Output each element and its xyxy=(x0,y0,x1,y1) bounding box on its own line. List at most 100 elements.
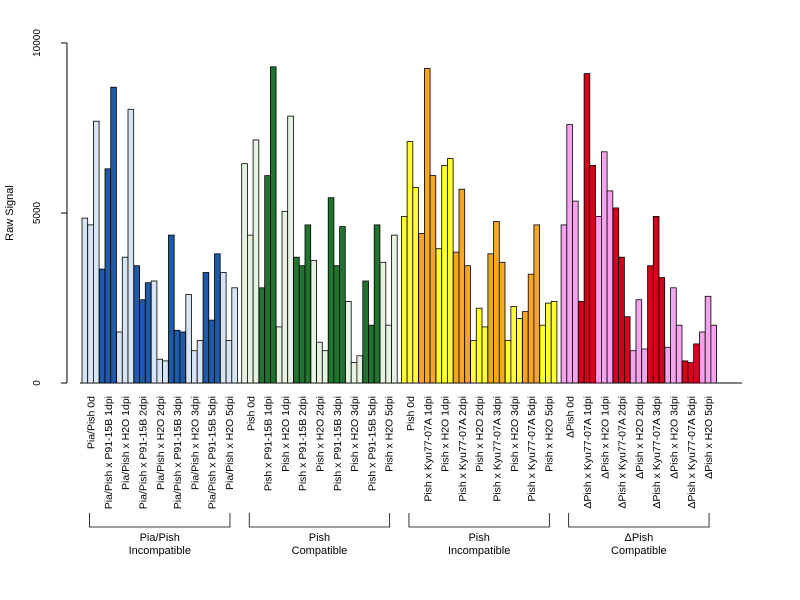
x-tick-label: Pish x H2O 2dpi xyxy=(474,396,486,472)
bar xyxy=(116,331,123,384)
bar xyxy=(550,300,558,384)
x-tick-label: ΔPish x Kyu77-07A 2dpi xyxy=(617,396,629,509)
bar xyxy=(641,348,648,384)
bar xyxy=(406,141,414,384)
group-bracket xyxy=(89,513,231,528)
x-tick-label: Pish x H2O 3dpi xyxy=(349,396,361,472)
bar xyxy=(333,265,340,384)
bar xyxy=(98,268,106,384)
bar xyxy=(133,265,140,384)
x-tick-label: ΔPish x H2O 3dpi xyxy=(668,396,680,479)
bar xyxy=(475,307,483,384)
bar xyxy=(699,331,706,384)
bar xyxy=(391,234,398,384)
bar xyxy=(498,261,506,384)
x-tick-label: Pish x H2O 5dpi xyxy=(543,396,555,472)
bar xyxy=(504,340,512,384)
bar xyxy=(258,287,266,384)
bar xyxy=(93,120,100,384)
x-tick-label: Pish x Kyu77-07A 2dpi xyxy=(457,396,469,502)
bar xyxy=(435,248,443,384)
bar xyxy=(298,265,306,384)
x-tick-label: ΔPish 0d xyxy=(565,396,577,438)
bar xyxy=(516,317,523,384)
bar xyxy=(539,324,546,384)
bar xyxy=(681,360,689,384)
bar xyxy=(670,287,677,384)
group-label-line2: Compatible xyxy=(611,545,667,557)
x-tick-label: ΔPish x H2O 2dpi xyxy=(634,396,646,479)
group-label-line1: Pia/Pish xyxy=(140,532,180,544)
bar xyxy=(595,215,602,384)
bar xyxy=(368,324,375,384)
bar xyxy=(104,168,112,384)
bar xyxy=(269,66,277,384)
bar xyxy=(185,294,192,384)
bar xyxy=(704,295,712,384)
bar xyxy=(168,234,175,384)
bar xyxy=(150,280,158,384)
bar xyxy=(304,224,312,384)
x-tick-label: Pish x Kyu77-07A 3dpi xyxy=(491,396,503,502)
group-brackets: Pia/PishIncompatiblePishCompatiblePishIn… xyxy=(89,513,710,557)
y-tick-label: 0 xyxy=(32,380,43,386)
bar xyxy=(629,350,637,384)
x-tick-label: Pia/Pish x H2O 1dpi xyxy=(120,396,132,490)
bar xyxy=(429,175,437,384)
bar xyxy=(191,350,198,384)
bar xyxy=(202,272,210,384)
bar xyxy=(589,164,596,384)
bar xyxy=(481,326,489,384)
bar xyxy=(464,265,471,384)
bar xyxy=(225,340,233,384)
bars xyxy=(81,66,718,384)
x-tick-label: Pish x H2O 1dpi xyxy=(440,396,452,472)
bar xyxy=(241,163,248,384)
y-tick-label: 5000 xyxy=(32,201,43,224)
x-tick-label: Pish x P91-15B 2dpi xyxy=(297,396,309,491)
bar xyxy=(252,139,260,384)
bar xyxy=(664,346,672,384)
bar xyxy=(356,355,363,384)
x-tick-label: Pish x Kyu77-07A 5dpi xyxy=(526,396,538,502)
bar xyxy=(327,197,335,384)
category-labels: Pia/Pish 0d Pia/Pish x P91-15B 1dpi Pia/Pi… xyxy=(86,396,715,509)
bar xyxy=(373,224,381,384)
bar xyxy=(606,190,614,384)
x-tick-label: Pish x H2O 5dpi xyxy=(384,396,396,472)
x-tick-label: ΔPish x Kyu77-07A 3dpi xyxy=(651,396,663,509)
bar xyxy=(487,253,494,384)
bar xyxy=(418,232,425,384)
bar xyxy=(321,350,329,384)
bar xyxy=(214,253,221,384)
bar xyxy=(635,299,643,384)
bar xyxy=(196,340,204,384)
x-tick-label: ΔPish x H2O 1dpi xyxy=(599,396,611,479)
bar xyxy=(350,362,358,384)
bar xyxy=(173,329,181,384)
bar xyxy=(578,300,585,384)
bar xyxy=(139,299,146,384)
group-bracket xyxy=(568,513,710,528)
bar xyxy=(423,68,431,384)
x-tick-label: Pish x P91-15B 1dpi xyxy=(263,396,275,491)
bar xyxy=(572,200,579,384)
x-tick-label: Pia/Pish x P91-15B 2dpi xyxy=(137,396,149,509)
x-tick-label: ΔPish x Kyu77-07A 5dpi xyxy=(686,396,698,509)
bar xyxy=(652,215,660,384)
bar xyxy=(281,210,289,384)
bar xyxy=(693,343,700,384)
x-tick-label: Pia/Pish x H2O 2dpi xyxy=(155,396,167,490)
bar xyxy=(231,287,238,384)
bar xyxy=(316,341,323,384)
bar xyxy=(127,108,135,384)
group-bracket xyxy=(248,513,391,528)
bar xyxy=(219,272,227,384)
x-tick-label: Pish x Kyu77-07A 1dpi xyxy=(422,396,434,502)
bar xyxy=(710,324,718,384)
bar xyxy=(208,319,215,384)
bar xyxy=(339,226,346,384)
bar xyxy=(583,73,591,384)
bar xyxy=(87,224,94,384)
